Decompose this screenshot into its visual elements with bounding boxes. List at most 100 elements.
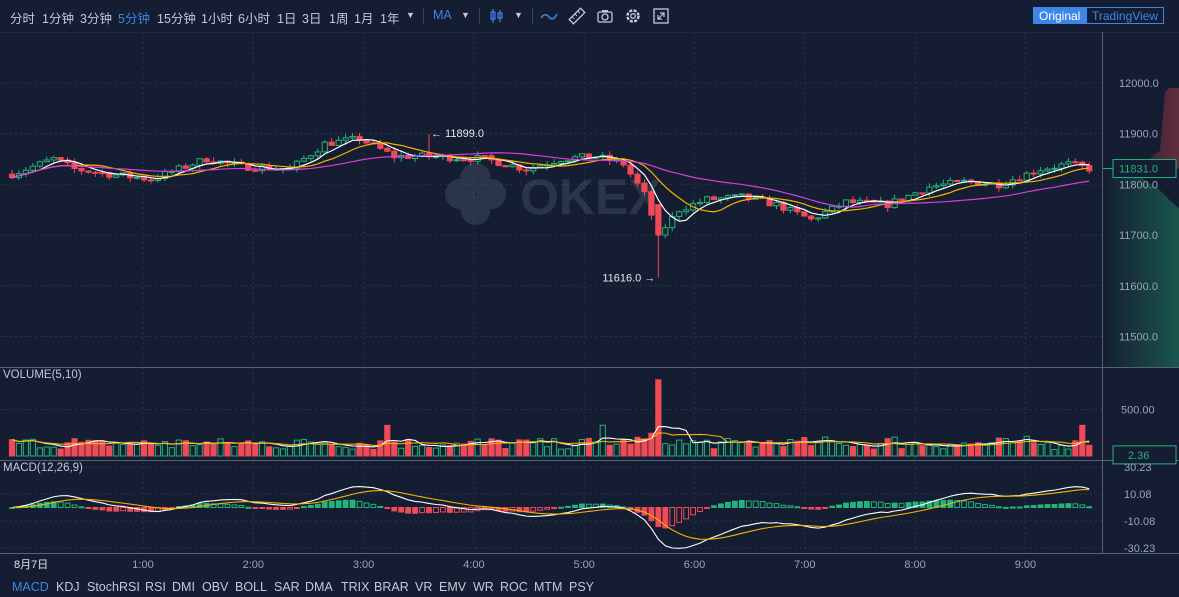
macd-histogram-bar xyxy=(301,506,307,509)
gear-icon[interactable] xyxy=(624,7,642,25)
volume-bar xyxy=(766,440,773,457)
volume-bar xyxy=(1051,448,1058,457)
mode-original-button[interactable]: Original xyxy=(1033,7,1087,24)
volume-bar xyxy=(669,444,676,457)
macd-histogram-bar xyxy=(975,503,981,508)
volume-bar xyxy=(293,439,301,457)
indicator-tab-stochrsi[interactable]: StochRSI xyxy=(87,580,140,594)
candle-body xyxy=(564,160,572,163)
timeframe-1d[interactable]: 1日 xyxy=(277,12,297,26)
volume-bar xyxy=(57,448,64,457)
macd-histogram-bar xyxy=(850,501,856,508)
timeframe-1mo[interactable]: 1月 xyxy=(354,12,374,26)
timeframe-1w[interactable]: 1周 xyxy=(329,12,349,26)
indicator-tab-emv[interactable]: EMV xyxy=(439,580,467,594)
indicator-tab-kdj[interactable]: KDJ xyxy=(56,580,80,594)
volume-bar xyxy=(85,439,92,457)
timeframe-3d[interactable]: 3日 xyxy=(302,12,322,26)
timeframe-6h[interactable]: 6小时 xyxy=(238,12,270,26)
ruler-icon[interactable] xyxy=(568,7,586,25)
candlestick-type-icon[interactable] xyxy=(488,7,506,25)
timeframe-15min[interactable]: 15分钟 xyxy=(157,12,196,26)
time-tick-label: 4:00 xyxy=(463,559,484,571)
volume-bar xyxy=(29,438,36,457)
macd-histogram-bar xyxy=(238,505,245,508)
volume-bar xyxy=(252,442,259,457)
indicator-select[interactable]: MA xyxy=(433,8,452,22)
candle-body xyxy=(557,161,565,164)
timeframe-5min[interactable]: 5分钟 xyxy=(118,12,150,26)
macd-histogram-bar xyxy=(99,507,106,511)
volume-bar xyxy=(92,440,99,457)
volume-bar xyxy=(175,439,182,457)
volume-bar xyxy=(530,441,537,457)
macd-histogram-bar xyxy=(391,507,398,512)
macd-histogram-bar xyxy=(71,504,78,509)
indicator-tab-rsi[interactable]: RSI xyxy=(145,580,166,594)
macd-histogram-bar xyxy=(370,503,377,508)
macd-histogram-bar xyxy=(697,507,703,512)
volume-ma10-line xyxy=(11,432,1090,446)
volume-bar xyxy=(22,439,29,457)
indicator-tab-psy[interactable]: PSY xyxy=(569,580,595,594)
price-tick-label: 11800.0 xyxy=(1119,179,1158,191)
macd-histogram-bar xyxy=(544,507,551,510)
indicator-tab-dmi[interactable]: DMI xyxy=(172,580,195,594)
chart-type-caret-icon[interactable]: ▼ xyxy=(514,10,523,20)
macd-histogram-bar xyxy=(773,503,780,509)
volume-bar xyxy=(1002,438,1009,457)
date-label: 8月7日 xyxy=(14,559,48,571)
indicator-tab-vr[interactable]: VR xyxy=(415,580,433,594)
candle-body xyxy=(829,205,836,213)
fullscreen-icon[interactable] xyxy=(652,7,670,25)
volume-bar xyxy=(106,445,113,457)
indicator-tab-boll[interactable]: BOLL xyxy=(235,580,267,594)
volume-bar xyxy=(1086,444,1093,457)
candle-body xyxy=(203,158,210,163)
indicator-tab-wr[interactable]: WR xyxy=(473,580,494,594)
macd-dif-line xyxy=(11,486,1090,549)
volume-bar xyxy=(856,443,863,457)
timeframe-more-caret-icon[interactable]: ▼ xyxy=(406,10,415,20)
candle-body xyxy=(314,151,321,157)
indicator-tab-obv[interactable]: OBV xyxy=(202,580,229,594)
candle-body xyxy=(384,147,391,152)
mode-tradingview-button[interactable]: TradingView xyxy=(1086,7,1165,24)
candle-body xyxy=(808,215,815,220)
indicator-tab-sar[interactable]: SAR xyxy=(274,580,300,594)
indicator-tab-roc[interactable]: ROC xyxy=(500,580,528,594)
volume-bar xyxy=(551,438,558,457)
last-price-tag xyxy=(1112,159,1177,179)
macd-histogram-bar xyxy=(259,507,266,509)
volume-bar xyxy=(398,447,405,457)
candle-body xyxy=(773,201,780,207)
volume-bar xyxy=(446,445,453,457)
volume-bar xyxy=(745,441,752,457)
indicator-tab-mtm[interactable]: MTM xyxy=(534,580,563,594)
indicator-tab-trix[interactable]: TRIX xyxy=(341,580,370,594)
candle-body xyxy=(502,165,509,168)
volume-bar xyxy=(585,437,592,457)
macd-histogram-bar xyxy=(433,507,439,514)
macd-histogram-bar xyxy=(328,501,335,508)
timeframe-1y[interactable]: 1年 xyxy=(380,12,400,26)
volume-bar xyxy=(363,444,370,457)
timeframe-3min[interactable]: 3分钟 xyxy=(80,12,112,26)
timeframe-1min[interactable]: 1分钟 xyxy=(42,12,74,26)
candle-body xyxy=(849,199,857,203)
volume-bar xyxy=(481,444,488,457)
volume-last-label: 2.36 xyxy=(1128,450,1149,462)
indicator-tab-brar[interactable]: BRAR xyxy=(374,580,409,594)
indicator-tab-macd[interactable]: MACD xyxy=(12,580,49,594)
price-chart[interactable]: OKEX12000.011900.011800.011700.011600.01… xyxy=(0,32,1179,578)
candle-body xyxy=(523,169,530,172)
volume-bar xyxy=(217,438,224,457)
timeframe-1h[interactable]: 1小时 xyxy=(201,12,233,26)
line-tool-icon[interactable] xyxy=(540,7,558,25)
camera-icon[interactable] xyxy=(596,7,614,25)
volume-bar xyxy=(1009,442,1016,457)
timeframe-fenshi[interactable]: 分时 xyxy=(10,12,36,26)
indicator-tab-dma[interactable]: DMA xyxy=(305,580,333,594)
indicator-caret-icon[interactable]: ▼ xyxy=(461,10,470,20)
macd-histogram-bar xyxy=(877,501,884,508)
